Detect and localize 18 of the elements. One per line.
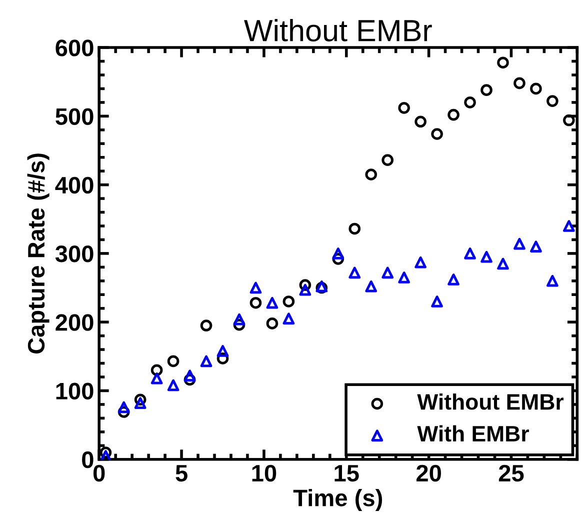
y-tick-label: 300 [55,246,94,262]
y-axis-title: Capture Rate (#/s) [27,154,50,354]
y-tick-label: 100 [56,382,94,400]
legend-label: Without EMBr [417,393,564,410]
x-tick-label: 5 [176,465,188,482]
x-tick-label: 15 [334,465,359,482]
x-tick-label: 10 [252,464,276,482]
x-tick-label: 20 [416,464,441,482]
y-tick-label: 600 [56,40,94,56]
x-tick-label: 0 [93,464,105,482]
x-tick-label: 25 [498,464,524,482]
y-tick-label: 0 [82,451,94,468]
y-tick-label: 200 [56,314,94,331]
legend-label: With EMBr [417,425,529,442]
y-tick-label: 500 [56,108,94,125]
chart-title: Without EMBr [244,19,432,42]
x-axis-title: Time (s) [293,489,382,512]
y-tick-label: 400 [55,176,94,194]
